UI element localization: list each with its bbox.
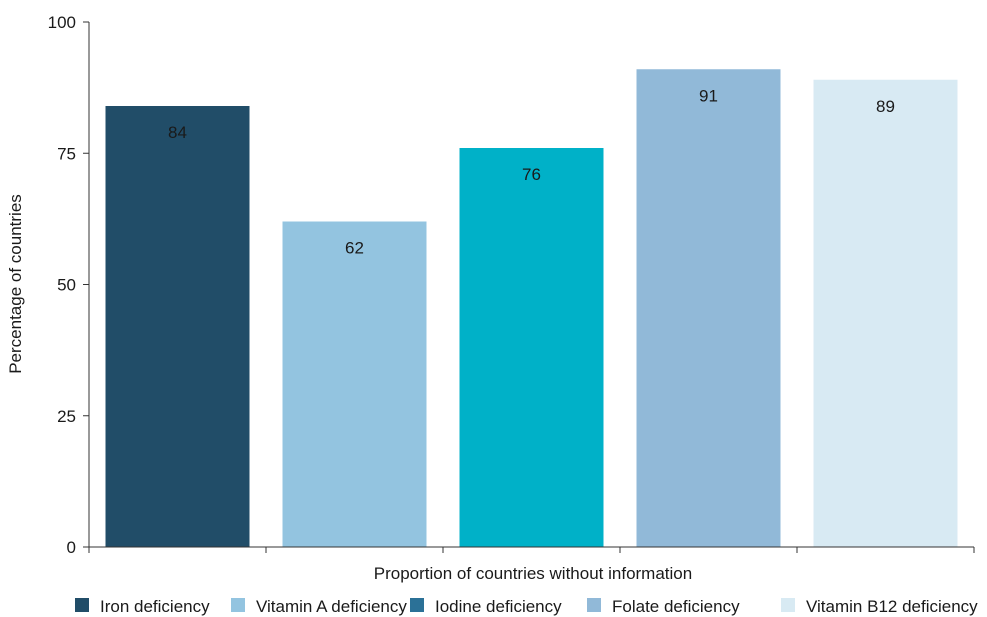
legend-item: Vitamin A deficiency — [231, 597, 407, 616]
y-tick-label: 50 — [57, 276, 76, 295]
legend-swatch — [587, 598, 601, 612]
bar — [105, 106, 250, 547]
bar — [813, 79, 958, 547]
bar — [282, 221, 427, 547]
bar — [459, 148, 604, 547]
bar — [636, 69, 781, 547]
legend-swatch — [410, 598, 424, 612]
legend-swatch — [75, 598, 89, 612]
y-axis: 0 25 50 75 100 — [48, 13, 90, 557]
bar-value-label: 91 — [699, 86, 718, 105]
legend: Iron deficiency Vitamin A deficiency Iodin… — [75, 597, 978, 616]
legend-label: Vitamin B12 deficiency — [806, 597, 978, 616]
legend-item: Folate deficiency — [587, 597, 740, 616]
legend-swatch — [781, 598, 795, 612]
bar-value-label: 62 — [345, 239, 364, 258]
bar-value-label: 89 — [876, 97, 895, 116]
legend-label: Folate deficiency — [612, 597, 740, 616]
legend-item: Vitamin B12 deficiency — [781, 597, 978, 616]
y-tick-label: 100 — [48, 13, 76, 32]
y-tick-label: 25 — [57, 407, 76, 426]
x-axis-label: Proportion of countries without informat… — [374, 564, 692, 583]
bar-value-label: 84 — [168, 123, 187, 142]
y-tick-label: 75 — [57, 144, 76, 163]
bar-value-label: 76 — [522, 165, 541, 184]
legend-label: Iron deficiency — [100, 597, 210, 616]
legend-label: Iodine deficiency — [435, 597, 562, 616]
y-axis-label: Percentage of countries — [6, 194, 25, 374]
x-axis — [88, 546, 975, 553]
legend-swatch — [231, 598, 245, 612]
bars: 84 62 76 91 89 — [105, 69, 958, 547]
y-tick-label: 0 — [67, 538, 76, 557]
legend-item: Iron deficiency — [75, 597, 210, 616]
legend-item: Iodine deficiency — [410, 597, 562, 616]
legend-label: Vitamin A deficiency — [256, 597, 407, 616]
